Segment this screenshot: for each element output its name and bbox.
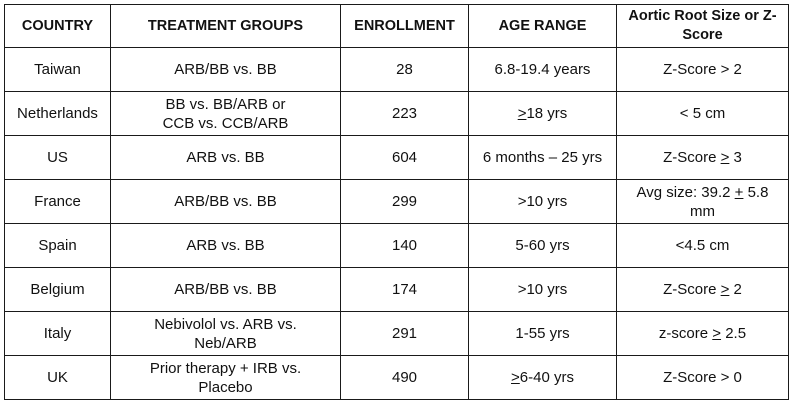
table-row: US ARB vs. BB 604 6 months – 25 yrs Z-Score …	[4, 135, 789, 180]
cell-aortic-root: Avg size: 39.2 + 5.8 mm	[616, 179, 789, 224]
cell-treatment-groups: ARB vs. BB	[110, 223, 341, 268]
header-enrollment: ENROLLMENT	[340, 4, 469, 48]
cell-enrollment: 140	[340, 223, 469, 268]
table-body: Taiwan ARB/BB vs. BB 28 6.8-19.4 years Z-Sco…	[4, 47, 789, 400]
underlined-symbol: >	[511, 369, 520, 386]
cell-treatment-groups: Nebivolol vs. ARB vs. Neb/ARB	[110, 311, 341, 356]
cell-treatment-groups: ARB/BB vs. BB	[110, 47, 341, 92]
cell-enrollment: 28	[340, 47, 469, 92]
cell-enrollment: 490	[340, 355, 469, 400]
cell-age-range: >18 yrs	[468, 91, 617, 136]
header-country: COUNTRY	[4, 4, 111, 48]
cell-aortic-root: Z-Score > 2	[616, 267, 789, 312]
cell-age-range: 5-60 yrs	[468, 223, 617, 268]
cell-country: US	[4, 135, 111, 180]
cell-aortic-root: Z-Score > 2	[616, 47, 789, 92]
underlined-symbol: >	[517, 105, 527, 122]
cell-aortic-root: Z-Score > 3	[616, 135, 789, 180]
cell-age-range: 6 months – 25 yrs	[468, 135, 617, 180]
cell-country: Taiwan	[4, 47, 111, 92]
cell-enrollment: 604	[340, 135, 469, 180]
cell-enrollment: 223	[340, 91, 469, 136]
table-header-row: COUNTRY TREATMENT GROUPS ENROLLMENT AGE …	[4, 4, 789, 48]
cell-age-range: >6-40 yrs	[468, 355, 617, 400]
cell-treatment-groups: BB vs. BB/ARB or CCB vs. CCB/ARB	[110, 91, 341, 136]
cell-aortic-root: <4.5 cm	[616, 223, 789, 268]
trial-comparison-table: COUNTRY TREATMENT GROUPS ENROLLMENT AGE …	[4, 4, 789, 400]
table-row: Spain ARB vs. BB 140 5-60 yrs <4.5 cm	[4, 223, 789, 268]
cell-treatment-groups: ARB/BB vs. BB	[110, 267, 341, 312]
header-aortic-root: Aortic Root Size or Z-Score	[616, 4, 789, 48]
cell-country: Netherlands	[4, 91, 111, 136]
trial-table-container: COUNTRY TREATMENT GROUPS ENROLLMENT AGE …	[4, 4, 789, 400]
cell-aortic-root: < 5 cm	[616, 91, 789, 136]
underlined-symbol: >	[712, 325, 722, 342]
table-row: UK Prior therapy + IRB vs. Placebo 490 >6-40…	[4, 355, 789, 400]
header-treatment-groups: TREATMENT GROUPS	[110, 4, 341, 48]
table-row: Netherlands BB vs. BB/ARB or CCB vs. CCB/A…	[4, 91, 789, 136]
cell-age-range: >10 yrs	[468, 179, 617, 224]
header-age-range: AGE RANGE	[468, 4, 617, 48]
cell-country: UK	[4, 355, 111, 400]
cell-enrollment: 174	[340, 267, 469, 312]
cell-aortic-root: z-score > 2.5	[616, 311, 789, 356]
table-row: France ARB/BB vs. BB 299 >10 yrs Avg size: 3…	[4, 179, 789, 224]
cell-age-range: >10 yrs	[468, 267, 617, 312]
table-row: Taiwan ARB/BB vs. BB 28 6.8-19.4 years Z-Sco…	[4, 47, 789, 92]
cell-treatment-groups: Prior therapy + IRB vs. Placebo	[110, 355, 341, 400]
table-row: Italy Nebivolol vs. ARB vs. Neb/ARB 291 1-55…	[4, 311, 789, 356]
cell-enrollment: 291	[340, 311, 469, 356]
underlined-symbol: +	[734, 183, 744, 201]
cell-treatment-groups: ARB vs. BB	[110, 135, 341, 180]
cell-country: Italy	[4, 311, 111, 356]
cell-enrollment: 299	[340, 179, 469, 224]
underlined-symbol: >	[720, 281, 730, 298]
cell-treatment-groups: ARB/BB vs. BB	[110, 179, 341, 224]
cell-country: Spain	[4, 223, 111, 268]
cell-country: France	[4, 179, 111, 224]
underlined-symbol: >	[720, 149, 730, 166]
cell-aortic-root: Z-Score > 0	[616, 355, 789, 400]
cell-age-range: 6.8-19.4 years	[468, 47, 617, 92]
cell-country: Belgium	[4, 267, 111, 312]
cell-age-range: 1-55 yrs	[468, 311, 617, 356]
table-row: Belgium ARB/BB vs. BB 174 >10 yrs Z-Score > …	[4, 267, 789, 312]
